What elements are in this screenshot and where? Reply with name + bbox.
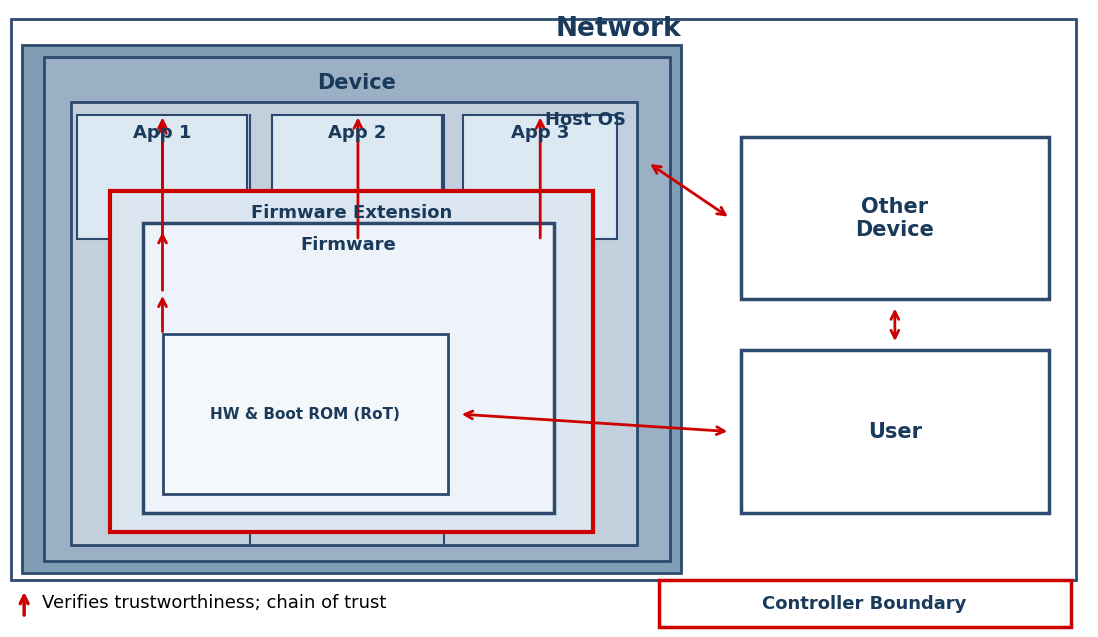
Text: Network: Network (556, 16, 681, 41)
Text: Host OS: Host OS (545, 111, 626, 129)
Text: App 2: App 2 (328, 124, 386, 142)
FancyBboxPatch shape (22, 45, 681, 573)
Text: Other
Device: Other Device (855, 197, 934, 240)
FancyBboxPatch shape (659, 580, 1071, 627)
FancyBboxPatch shape (163, 334, 448, 494)
Text: Verifies trustworthiness; chain of trust: Verifies trustworthiness; chain of trust (42, 594, 386, 612)
FancyBboxPatch shape (44, 57, 670, 561)
Text: HW & Boot ROM (RoT): HW & Boot ROM (RoT) (211, 406, 400, 422)
FancyBboxPatch shape (741, 350, 1049, 513)
FancyBboxPatch shape (741, 137, 1049, 299)
Text: User: User (867, 422, 922, 441)
FancyBboxPatch shape (272, 115, 442, 239)
Text: App 1: App 1 (133, 124, 191, 142)
Text: Device: Device (317, 73, 396, 93)
FancyBboxPatch shape (463, 115, 617, 239)
FancyBboxPatch shape (143, 223, 554, 513)
Text: Firmware: Firmware (301, 236, 396, 254)
FancyBboxPatch shape (11, 19, 1076, 580)
FancyBboxPatch shape (110, 191, 593, 532)
Text: Firmware Extension: Firmware Extension (250, 204, 452, 222)
Text: App 3: App 3 (511, 124, 570, 142)
Text: Controller Boundary: Controller Boundary (762, 594, 967, 613)
FancyBboxPatch shape (71, 102, 637, 545)
FancyBboxPatch shape (77, 115, 247, 239)
